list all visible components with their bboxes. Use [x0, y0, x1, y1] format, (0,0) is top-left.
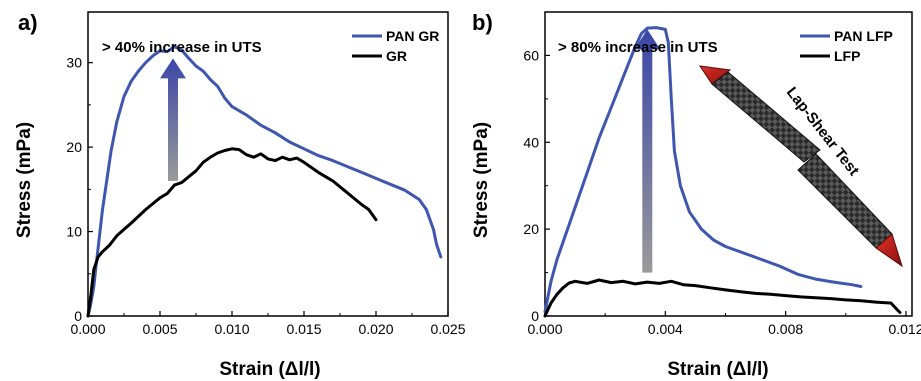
panel-b-x-axis-title: Strain (Δl/l): [667, 359, 768, 380]
panel-a-y-tick-label: 20: [66, 139, 82, 155]
panel-b-chart: b) 0.000 0.004 0.008 0.012 0 20 40 60 > 80% inc…: [471, 10, 921, 380]
panel-b-annotation: > 80% increase in UTS: [558, 39, 718, 56]
panel-a-x-tick-label: 0.025: [430, 321, 465, 337]
panel-a-plot-area: 0.000 0.005 0.010 0.015 0.020 0.025 0 10 20 30: [66, 11, 466, 337]
panel-b-legend-label-pan-lfp: PAN LFP: [834, 28, 893, 44]
panel-a-chart: a) 0.000 0.005 0.010 0.015 0.020 0.025 0 10 20 30…: [14, 10, 466, 380]
panel-a-legend: PAN GR GR: [352, 28, 439, 64]
panel-a-x-tick-label: 0.020: [358, 321, 393, 337]
panel-b-y-tick-label: 40: [523, 134, 539, 150]
panel-a-increase-arrow: [160, 58, 186, 181]
panel-a-x-tick-label: 0.005: [142, 321, 177, 337]
panel-b-frame: [544, 11, 913, 317]
panel-b-increase-arrow: [634, 29, 661, 273]
panel-b-x-tick-label: 0.008: [768, 321, 803, 337]
panel-b-legend-label-lfp: LFP: [834, 48, 860, 64]
panel-b-series-lfp: [543, 278, 902, 318]
panel-a-y-tick-label: 30: [66, 55, 82, 71]
panel-a-x-tick-label: 0.000: [70, 321, 105, 337]
lap-shear-upper-strip: [711, 71, 821, 163]
panel-b-y-tick-label: 0: [531, 308, 539, 324]
panel-b-plot-area: 0.000 0.004 0.008 0.012 0 20 40 60: [523, 11, 921, 337]
panel-a-annotation: > 40% increase in UTS: [102, 39, 262, 56]
lap-shear-illustration: Lap-Shear Test: [698, 65, 903, 268]
panel-a-x-tick-label: 0.010: [214, 321, 249, 337]
panel-a-x-axis-title: Strain (Δl/l): [219, 359, 320, 380]
panel-a-legend-label-gr: GR: [386, 48, 407, 64]
panel-b-y-axis-title: Stress (mPa): [471, 122, 492, 238]
panel-a-series-pan-gr: [86, 45, 443, 318]
panel-b-y-tick-label: 60: [523, 47, 539, 63]
panel-b-label: b): [472, 10, 493, 35]
lap-shear-red-arrow-head-bottom: [875, 233, 903, 268]
panel-a-y-tick-label: 10: [66, 224, 82, 240]
panel-b-series-pan-lfp: [543, 26, 863, 314]
panel-a-label: a): [18, 10, 38, 35]
panel-b-y-tick-label: 20: [523, 221, 539, 237]
panel-a-x-tick-label: 0.015: [286, 321, 321, 337]
panel-a-y-axis-title: Stress (mPa): [14, 122, 35, 238]
panel-a-legend-label-pan-gr: PAN GR: [386, 28, 439, 44]
panel-a-y-tick-label: 0: [74, 308, 82, 324]
panel-a-series-gr: [86, 147, 378, 318]
panel-b-x-tick-label: 0.004: [648, 321, 683, 337]
panel-b-legend: PAN LFP LFP: [800, 28, 893, 64]
panel-b-x-tick-label: 0.012: [888, 321, 921, 337]
panel-b-x-tick-label: 0.000: [527, 321, 562, 337]
